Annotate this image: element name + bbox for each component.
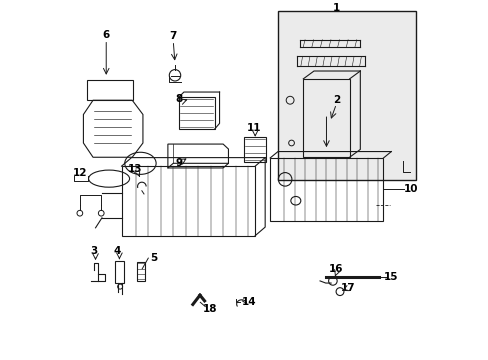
Bar — [244, 137, 265, 162]
Text: 18: 18 — [202, 305, 216, 314]
Text: 14: 14 — [241, 297, 256, 307]
Text: 7: 7 — [168, 31, 176, 41]
Text: 5: 5 — [150, 253, 157, 263]
Bar — [87, 80, 132, 100]
Text: 2: 2 — [332, 95, 339, 105]
Bar — [278, 11, 415, 180]
Bar — [122, 166, 255, 236]
Text: 9: 9 — [175, 158, 182, 168]
Text: 17: 17 — [341, 283, 355, 293]
Text: 11: 11 — [247, 123, 261, 133]
Text: 16: 16 — [328, 264, 343, 274]
Bar — [303, 79, 349, 157]
Bar — [178, 98, 215, 129]
Text: 3: 3 — [90, 246, 98, 256]
Text: 6: 6 — [102, 30, 110, 40]
Text: 13: 13 — [127, 164, 142, 174]
Text: 15: 15 — [383, 273, 398, 282]
Text: 4: 4 — [113, 246, 121, 256]
Text: 10: 10 — [403, 184, 418, 194]
Bar — [137, 262, 145, 281]
Bar — [269, 158, 383, 221]
Bar — [115, 261, 124, 283]
Text: 1: 1 — [332, 3, 339, 13]
Text: 8: 8 — [175, 94, 182, 104]
Text: 12: 12 — [72, 168, 87, 177]
